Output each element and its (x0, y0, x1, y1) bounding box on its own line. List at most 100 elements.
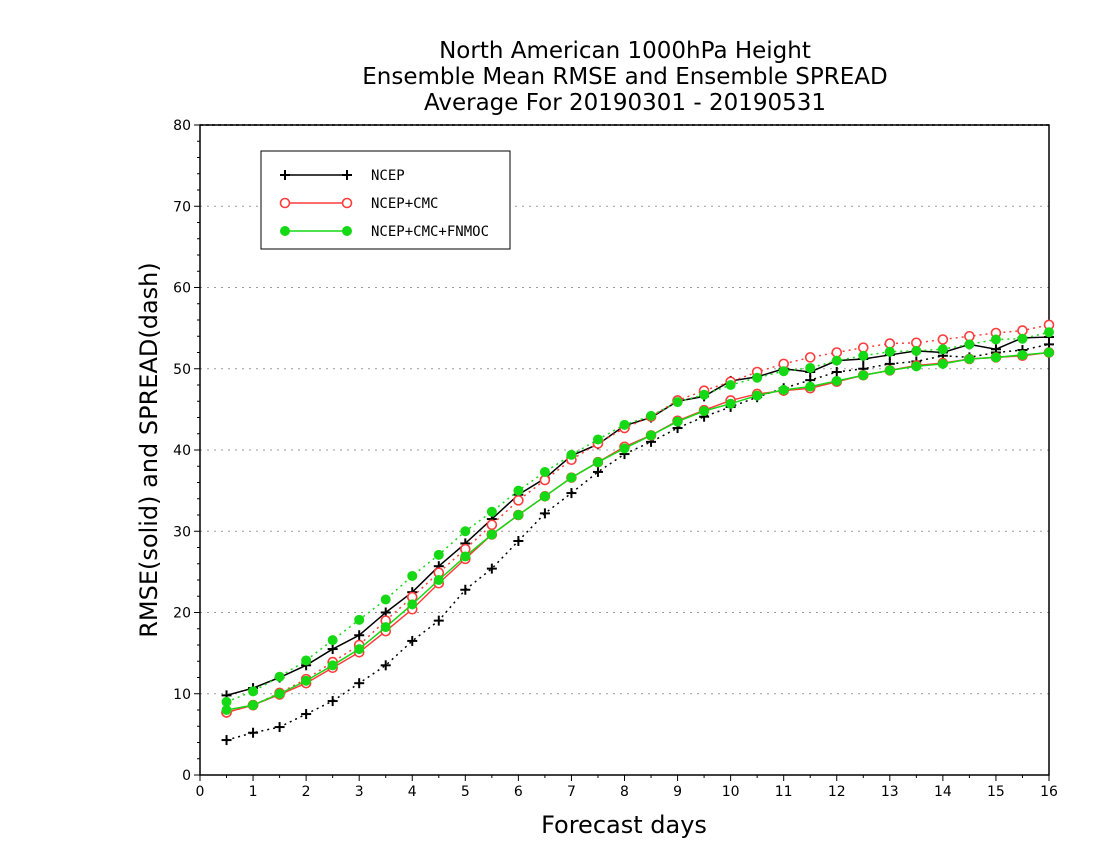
spread-point-ncep-cmc-fnmoc (460, 526, 471, 537)
spread-point-ncep-cmc-fnmoc (301, 655, 312, 666)
series-ncep-cmc-fnmoc (221, 327, 1054, 715)
x-tick-label: 8 (620, 784, 629, 800)
rmse-point-ncep-cmc-fnmoc (460, 551, 471, 562)
x-tick-label: 5 (461, 784, 470, 800)
rmse-point-ncep-cmc-fnmoc (354, 644, 365, 655)
rmse-point-ncep-cmc-fnmoc (646, 430, 657, 441)
spread-point-ncep-cmc-fnmoc (486, 506, 497, 517)
rmse-point-ncep-cmc-fnmoc (1017, 349, 1028, 360)
x-tick-label: 14 (934, 784, 952, 800)
spread-point-ncep (486, 563, 497, 574)
y-tick-label: 0 (182, 768, 191, 784)
spread-point-ncep-cmc (513, 495, 524, 506)
spread-point-ncep-cmc (804, 352, 816, 363)
x-tick-label: 6 (514, 784, 523, 800)
spread-point-ncep-cmc-fnmoc (566, 449, 577, 460)
y-tick-label: 70 (173, 199, 191, 215)
spread-point-ncep-cmc (486, 519, 498, 531)
rmse-point-ncep-cmc-fnmoc (539, 491, 550, 502)
rmse-line-ncep-cmc (226, 351, 1050, 714)
y-tick-label: 30 (173, 524, 191, 540)
rmse-point-ncep-cmc-fnmoc (486, 529, 497, 540)
spread-point-ncep (248, 727, 259, 738)
x-tick-label: 15 (987, 784, 1005, 800)
spread-point-ncep-cmc-fnmoc (699, 389, 710, 400)
spread-point-ncep (592, 466, 603, 477)
rmse-point-ncep-cmc-fnmoc (327, 660, 338, 671)
legend-marker-left-ncep (280, 170, 290, 180)
spread-point-ncep-cmc-fnmoc (672, 397, 683, 408)
rmse-point-ncep-cmc-fnmoc (566, 472, 577, 483)
legend: NCEP NCEP+CMC NCEP+CMC+FNMOC (260, 150, 511, 250)
spread-point-ncep-cmc-fnmoc (248, 686, 259, 697)
spread-point-ncep (380, 660, 391, 671)
spread-point-ncep-cmc-fnmoc (327, 635, 338, 646)
spread-point-ncep-cmc-fnmoc (407, 570, 418, 581)
rmse-point-ncep-cmc-fnmoc (1044, 347, 1054, 358)
legend-label-ncep: NCEP (371, 168, 405, 184)
spread-point-ncep-cmc-fnmoc (990, 334, 1001, 345)
spread-line-ncep-cmc-fnmoc (226, 331, 1050, 703)
x-tick-label: 10 (722, 784, 740, 800)
spread-point-ncep-cmc-fnmoc (964, 339, 975, 350)
y-tick-label: 40 (173, 443, 191, 459)
spread-point-ncep-cmc-fnmoc (752, 372, 763, 383)
legend-marker-right-ncep-cmc (341, 197, 353, 209)
rmse-line-ncep-cmc-fnmoc (226, 351, 1050, 711)
x-axis-label: Forecast days (541, 811, 707, 839)
spread-point-ncep-cmc-fnmoc (858, 350, 869, 361)
legend-marker-left-ncep-cmc-fnmoc (280, 226, 290, 236)
spread-point-ncep (433, 615, 444, 626)
spread-point-ncep (354, 678, 365, 689)
series-ncep (221, 332, 1054, 746)
rmse-point-ncep-cmc-fnmoc (911, 361, 922, 372)
chart-title-line-3: Average For 20190301 - 20190531 (423, 90, 827, 116)
rmse-point-ncep (327, 644, 338, 655)
x-tick-label: 7 (567, 784, 576, 800)
spread-point-ncep-cmc-fnmoc (513, 485, 524, 496)
spread-point-ncep (221, 735, 232, 746)
spread-point-ncep-cmc-fnmoc (805, 362, 816, 373)
rmse-point-ncep-cmc-fnmoc (964, 354, 975, 364)
spread-point-ncep-cmc-fnmoc (380, 594, 391, 605)
rmse-point-ncep-cmc-fnmoc (937, 358, 948, 369)
rmse-line-ncep (226, 336, 1050, 697)
rmse-point-ncep-cmc-fnmoc (380, 622, 391, 633)
rmse-point-ncep-cmc-fnmoc (274, 688, 285, 699)
rmse-point-ncep-cmc-fnmoc (433, 575, 444, 585)
spread-point-ncep-cmc-fnmoc (646, 410, 657, 421)
spread-point-ncep-cmc-fnmoc (354, 614, 365, 625)
y-tick-label: 20 (173, 606, 191, 622)
chart-title-line-1: North American 1000hPa Height (439, 38, 811, 64)
spread-point-ncep (566, 488, 577, 499)
spread-point-ncep (327, 696, 338, 707)
spread-point-ncep-cmc-fnmoc (592, 434, 603, 445)
spread-point-ncep-cmc-fnmoc (433, 549, 444, 560)
legend-marker-right-ncep-cmc-fnmoc (342, 226, 352, 236)
spread-point-ncep-cmc-fnmoc (725, 380, 736, 390)
chart-title: North American 1000hPa Height Ensemble M… (0, 38, 1100, 116)
rmse-point-ncep-cmc-fnmoc (858, 370, 869, 381)
rmse-point-ncep-cmc-fnmoc (778, 384, 789, 395)
spread-point-ncep-cmc-fnmoc (937, 344, 948, 355)
y-tick-label: 50 (173, 362, 191, 378)
spread-point-ncep-cmc-fnmoc (539, 466, 550, 477)
spread-point-ncep (460, 584, 471, 595)
spread-point-ncep-cmc (937, 334, 949, 345)
x-tick-label: 12 (828, 784, 846, 800)
spread-point-ncep-cmc-fnmoc (911, 345, 922, 356)
spread-point-ncep-cmc-fnmoc (778, 366, 789, 377)
rmse-point-ncep-cmc-fnmoc (752, 390, 763, 401)
rmse-point-ncep (354, 630, 365, 641)
rmse-point-ncep-cmc-fnmoc (407, 599, 418, 610)
x-tick-label: 13 (881, 784, 899, 800)
x-tick-label: 9 (673, 784, 682, 800)
legend-marker-left-ncep-cmc (279, 197, 291, 209)
x-tick-label: 4 (408, 784, 417, 800)
chart-title-line-2: Ensemble Mean RMSE and Ensemble SPREAD (362, 64, 888, 90)
spread-point-ncep (831, 367, 842, 377)
rmse-point-ncep-cmc-fnmoc (831, 375, 842, 386)
rmse-point-ncep-cmc-fnmoc (592, 457, 603, 468)
